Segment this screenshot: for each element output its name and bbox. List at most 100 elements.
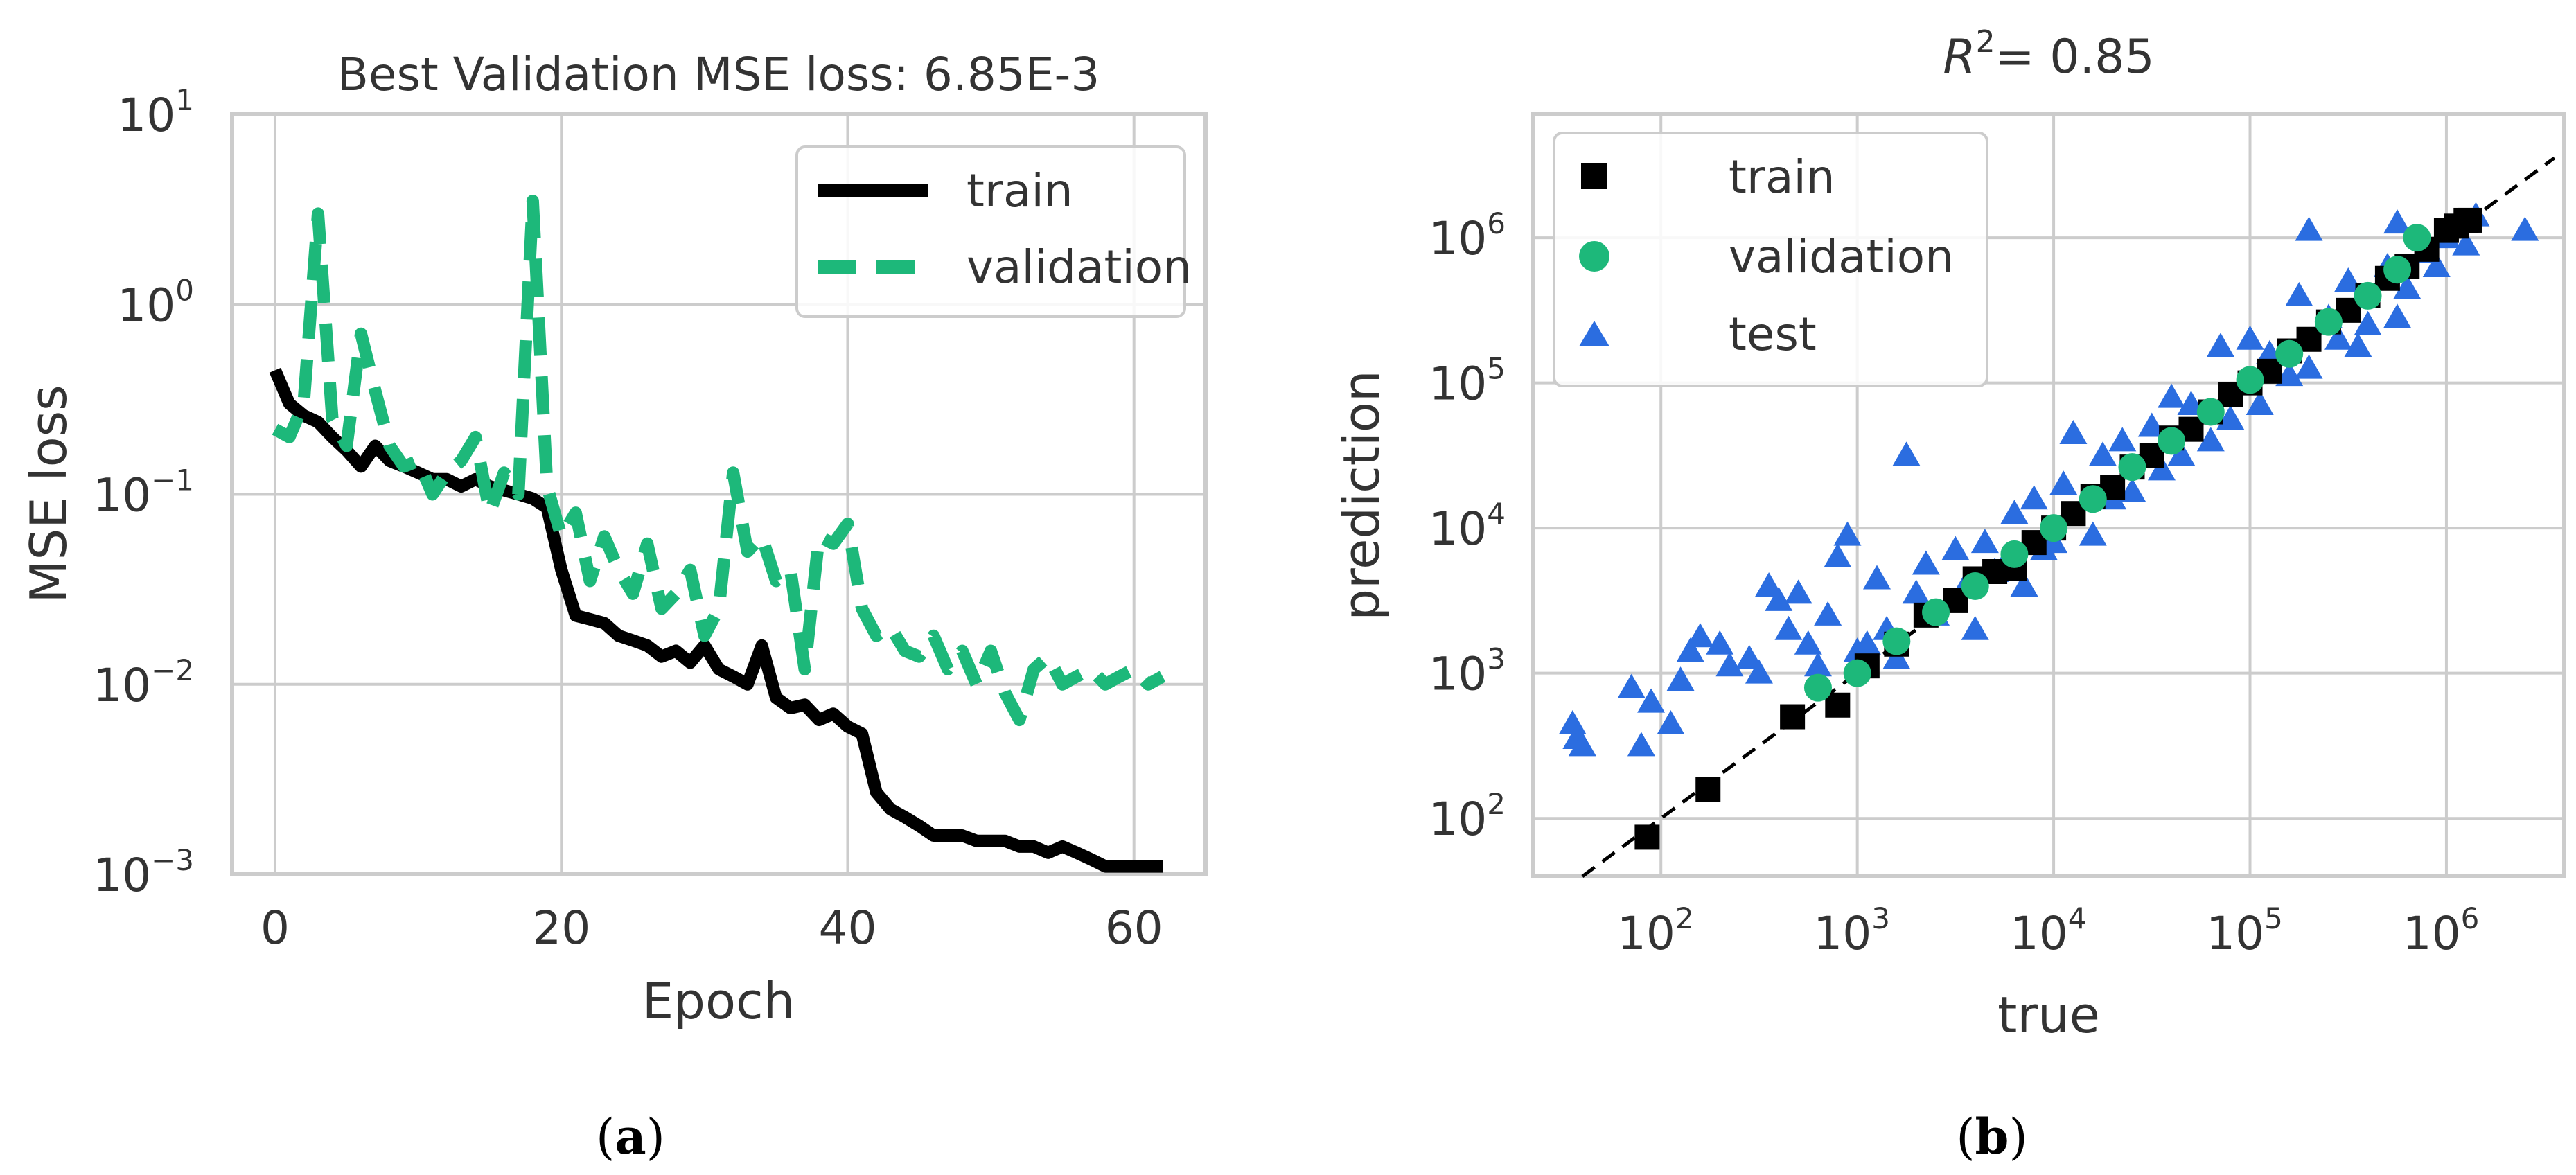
panel-a-y-tick-label: 10−2 <box>93 653 194 712</box>
panel-b-x-axis-label: true <box>1997 986 2100 1044</box>
panel-b-point-test <box>2020 485 2048 510</box>
panel-b-point-test <box>2207 333 2234 357</box>
panel-a-y-tick-label-exp: −2 <box>151 653 194 687</box>
panel-a-y-axis-label: MSE loss <box>19 385 78 603</box>
panel-b-point-test <box>1686 623 1714 648</box>
panel-b-y-tick-label-base: 10 <box>1429 357 1487 411</box>
panel-b-point-test <box>1824 543 1852 568</box>
panel-b-x-tick-label-base: 10 <box>2010 907 2068 960</box>
panel-b-point-validation <box>2158 427 2186 455</box>
panel-b-point-test <box>1833 521 1862 546</box>
panel-b-point-test <box>1755 572 1783 597</box>
panel-b-x-tick-label-base: 10 <box>2403 907 2461 960</box>
panel-b-y-tick-label-exp: 2 <box>1487 787 1506 821</box>
panel-b-point-test <box>2216 405 2245 430</box>
panel-b-point-validation <box>1961 572 1989 600</box>
panel-b-x-tick-label-exp: 5 <box>2264 901 2283 935</box>
panel-b-x-tick-label-exp: 2 <box>1675 901 1694 935</box>
legend-validation-circle-marker <box>1579 241 1609 272</box>
legend-b-train-label: train <box>1729 150 1835 204</box>
panel-b-title-sup: 2 <box>1976 24 1995 60</box>
panel-b-point-test <box>1745 659 1773 684</box>
panel-b-point-validation <box>2040 514 2068 542</box>
panel-b-point-test <box>1803 652 1832 677</box>
panel-b-point-test <box>2137 412 2166 437</box>
panel-b-point-test <box>1774 615 1803 640</box>
panel-b-x-tick-label-base: 10 <box>2206 907 2264 960</box>
panel-b-point-test <box>1892 441 1921 466</box>
panel-b-point-test <box>2167 441 2196 466</box>
panel-b-y-tick-label: 102 <box>1429 787 1506 846</box>
panel-b-point-test <box>1863 565 1891 590</box>
panel-b-point-train <box>1825 692 1851 718</box>
panel-b-point-train <box>1780 704 1806 730</box>
panel-a-y-tick-label-base: 10 <box>93 469 151 522</box>
panel-b-point-test <box>2246 391 2274 416</box>
panel-b-point-test <box>1617 673 1646 698</box>
panel-a-title: Best Validation MSE loss: 6.85E-3 <box>337 48 1100 101</box>
panel-b-point-test <box>2324 325 2353 350</box>
panel-b-point-validation <box>1843 659 1871 687</box>
panel-a-line-validation <box>272 195 1166 727</box>
panel-b-point-test <box>2452 231 2480 256</box>
panel-b-point-test <box>1784 579 1812 604</box>
panel-b-point-validation <box>2000 540 2029 568</box>
panel-b-title-r: R <box>1943 30 1975 85</box>
panel-b-point-test <box>2354 310 2382 335</box>
panel-b-point-test <box>1765 586 1793 611</box>
panel-a-y-tick-label: 10−3 <box>93 843 194 902</box>
panel-a-y-tick-label-exp: −3 <box>151 843 194 877</box>
panel-b-x-tick-label-exp: 6 <box>2461 901 2480 935</box>
panel-b-y-tick-label-exp: 4 <box>1487 497 1506 531</box>
panel-b-x-tick-label-base: 10 <box>1813 907 1871 960</box>
panel-b-point-test <box>1706 630 1734 655</box>
panel-b-point-test <box>2383 303 2412 328</box>
panel-a-line-train <box>269 367 1163 873</box>
panel-b-y-tick-label-exp: 5 <box>1487 352 1506 386</box>
panel-b-y-tick-label: 106 <box>1429 206 1506 265</box>
caption-a-letter: a <box>615 1108 646 1165</box>
panel-a-y-tick-label-base: 10 <box>93 849 151 902</box>
panel-b-point-test <box>1814 601 1842 626</box>
panel-a-y-tick-label-base: 10 <box>117 89 175 142</box>
panel-b-x-tick-label: 105 <box>2206 901 2283 960</box>
panel-b-point-test <box>1735 644 1763 669</box>
panel-b-point-test <box>2511 216 2539 241</box>
panel-b-point-test <box>2236 325 2264 350</box>
panel-b-point-test <box>2000 500 2029 524</box>
panel-b-y-tick-label-base: 10 <box>1429 648 1487 701</box>
panel-a-legend: train validation <box>795 145 1192 318</box>
panel-b-point-test <box>2295 216 2323 241</box>
panel-b-point-test <box>2158 383 2186 408</box>
panel-b-point-test <box>1882 644 1911 669</box>
panel-b-point-test <box>2275 362 2304 387</box>
panel-b-x-tick-label: 106 <box>2403 901 2480 960</box>
panel-b-point-test <box>2010 572 2038 597</box>
panel-b-point-validation <box>1922 598 1950 626</box>
panel-b-y-axis-label: prediction <box>1332 370 1391 620</box>
panel-a-x-tick-label: 0 <box>261 901 290 955</box>
panel-b-x-tick-label: 102 <box>1617 901 1694 960</box>
panel-a-y-tick-label: 101 <box>117 83 194 142</box>
panel-b-x-tick-label: 104 <box>2010 901 2087 960</box>
panel-a-x-tick-label: 60 <box>1105 901 1163 955</box>
panel-a-y-tick-label: 100 <box>117 273 194 332</box>
caption-b-letter: b <box>1975 1108 2009 1165</box>
legend-b-test-label: test <box>1729 308 1817 361</box>
panel-b-point-train <box>1634 824 1660 850</box>
panel-b-point-test <box>2147 456 2176 481</box>
panel-b-title: R2= 0.85 <box>1943 24 2154 85</box>
panel-b-point-test <box>2118 477 2146 502</box>
panel-b-y-tick-label-base: 10 <box>1429 793 1487 846</box>
panel-a-x-tick-label: 20 <box>532 901 590 955</box>
legend-test-triangle-marker <box>1579 321 1609 346</box>
panel-b-point-validation <box>2118 453 2146 482</box>
panel-a-y-tick-label-exp: −1 <box>151 463 194 497</box>
legend-train-label: train <box>967 164 1073 218</box>
panel-b-point-test <box>1715 652 1744 677</box>
